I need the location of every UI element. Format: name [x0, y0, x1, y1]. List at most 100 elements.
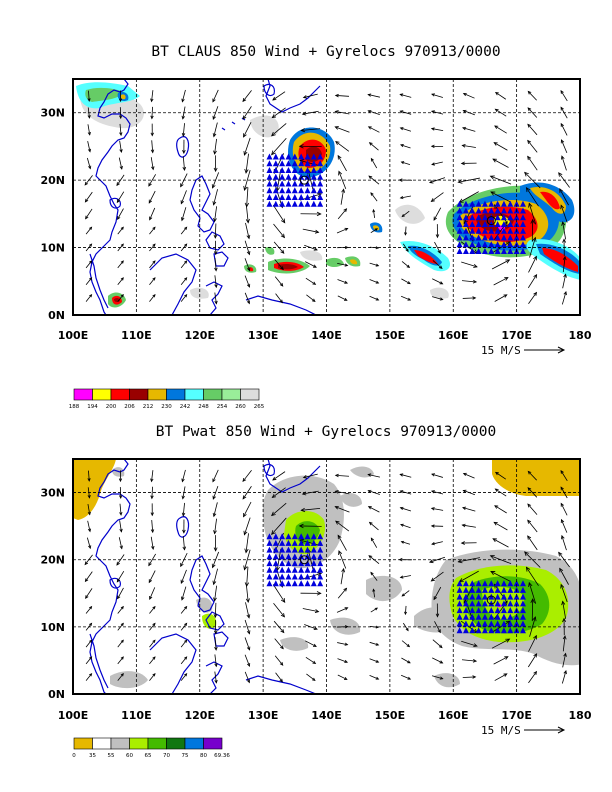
- panel-pwat-title: BT Pwat 850 Wind + Gyrelocs 970913/0000: [156, 424, 496, 440]
- wind-vector: [493, 656, 509, 665]
- wind-vector: [213, 602, 218, 619]
- gyre-triangle: [285, 187, 292, 194]
- gyre-triangle: [304, 194, 311, 200]
- wind-vector: [300, 211, 322, 217]
- wind-vector: [435, 603, 440, 618]
- wind-vector: [562, 635, 567, 652]
- wind-vector: [149, 293, 156, 302]
- colorbar-label: 254: [217, 404, 228, 410]
- wind-vector: [117, 587, 124, 600]
- wind-vector: [271, 517, 287, 536]
- lat-tick-label: 0N: [48, 309, 65, 322]
- gyre-triangle: [475, 586, 482, 593]
- wind-vector: [370, 157, 378, 169]
- gyre-triangle: [488, 214, 495, 221]
- gyre-triangle: [304, 539, 311, 546]
- wind-vector: [434, 241, 441, 254]
- wind-vector: [527, 470, 537, 481]
- gyre-triangle: [469, 234, 476, 241]
- gyre-triangle: [469, 200, 476, 207]
- lon-tick-label: 170E: [501, 709, 531, 722]
- wind-vector: [527, 139, 538, 153]
- wind-vector: [527, 155, 538, 171]
- claus-colorbar: 188 194 200 206 212 230 242 248 254 260 265: [69, 388, 265, 410]
- gyre-triangle: [298, 546, 305, 553]
- wind-vector: [399, 127, 412, 132]
- wind-vector: [87, 470, 91, 482]
- wind-vector: [87, 504, 91, 516]
- gyre-triangle: [291, 160, 298, 167]
- wind-vector: [214, 258, 218, 272]
- wind-vector: [117, 605, 124, 614]
- colorbar-swatch: [110, 737, 130, 750]
- gyre-triangle: [317, 173, 324, 180]
- gyre-triangle: [285, 167, 292, 174]
- colorbar-label: 248: [198, 404, 209, 410]
- wind-vector: [561, 600, 567, 619]
- wind-vector: [561, 290, 567, 305]
- wind-vector: [150, 486, 154, 500]
- wind-vector: [340, 188, 346, 205]
- wind-vector: [150, 503, 154, 517]
- gyre-triangle: [494, 600, 501, 607]
- wind-vector: [432, 278, 444, 285]
- gyre-triangle: [507, 207, 514, 214]
- wind-vector: [87, 90, 91, 102]
- gyre-triangle: [285, 546, 292, 553]
- colorbar-label: 55: [108, 753, 115, 759]
- wind-vector: [180, 639, 188, 648]
- wind-vector: [182, 156, 187, 172]
- wind-vector: [367, 506, 380, 513]
- wind-vector: [86, 157, 92, 170]
- wind-vector: [494, 294, 508, 302]
- lon-tick-label: 120E: [185, 329, 215, 342]
- gyre-triangle: [456, 627, 463, 634]
- wind-vector: [302, 93, 318, 99]
- wind-vector: [527, 273, 538, 289]
- gyre-triangle: [279, 533, 286, 540]
- gyre-triangle: [266, 580, 273, 587]
- gyre-triangle: [481, 627, 488, 634]
- gyre-triangle: [513, 214, 520, 221]
- colorbar-swatch: [166, 737, 186, 750]
- wind-vector: [85, 639, 93, 648]
- wind-vector: [149, 260, 156, 269]
- wind-vector: [559, 188, 569, 206]
- wind-vector: [213, 206, 218, 223]
- gyre-triangle: [272, 194, 279, 200]
- gyre-triangle: [317, 580, 324, 587]
- gyre-triangle: [317, 187, 324, 194]
- wind-vector: [85, 656, 93, 665]
- gyre-triangle: [304, 173, 311, 180]
- gyre-triangle: [507, 200, 514, 207]
- wind-vector: [401, 590, 410, 597]
- gyre-triangle: [462, 620, 469, 627]
- colorbar-swatch: [92, 737, 112, 750]
- wind-vector: [305, 656, 317, 665]
- wind-vector: [529, 616, 537, 637]
- pwat-gyre-triangles: [266, 533, 526, 634]
- wind-vector: [559, 567, 569, 585]
- gyre-triangle: [469, 586, 476, 593]
- wind-vector: [85, 605, 93, 614]
- gyre-triangle: [310, 187, 317, 194]
- lon-tick-label: 110E: [121, 329, 151, 342]
- gyre-triangle: [291, 573, 298, 580]
- gyre-east-marker: [486, 216, 496, 226]
- gyre-triangle: [481, 247, 488, 254]
- gyre-triangle: [279, 580, 286, 587]
- wind-vector: [430, 192, 444, 202]
- wind-vector: [180, 656, 188, 665]
- wind-vector: [462, 506, 476, 512]
- wind-vector: [404, 226, 408, 236]
- wind-vector: [85, 208, 93, 220]
- gyre-triangle: [456, 234, 463, 241]
- colorbar-label: 242: [180, 404, 191, 410]
- wind-vector: [85, 588, 93, 599]
- gyre-triangle: [513, 620, 520, 627]
- panel-pwat: BT Pwat 850 Wind + Gyrelocs 970913/0000: [40, 424, 591, 759]
- gyre-triangle: [519, 593, 526, 600]
- gyre-triangle: [462, 200, 469, 207]
- wind-vector: [527, 503, 538, 515]
- gyre-triangle: [279, 573, 286, 580]
